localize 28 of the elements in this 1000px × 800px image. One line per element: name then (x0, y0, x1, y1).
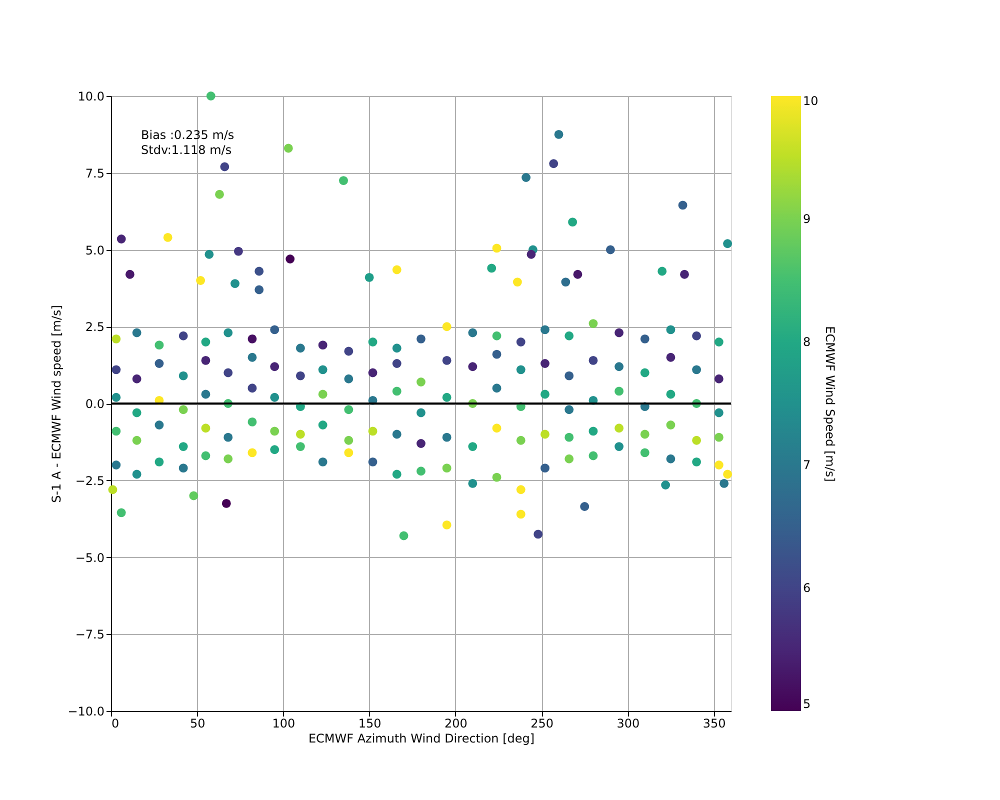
y-tick-label: 10.0 (78, 90, 104, 104)
y-tick-label: −5.0 (75, 550, 104, 565)
x-tick-label: 200 (444, 716, 468, 730)
color-bar-label: 5 (803, 697, 811, 711)
y-tick-label: 7.5 (85, 166, 104, 180)
annotation: Bias :0.235 m/s (141, 128, 234, 142)
color-bar-title: ECMWF Wind Speed [m/s] (823, 326, 837, 482)
color-bar-label: 7 (803, 458, 811, 472)
annotation: Stdv:1.118 m/s (141, 143, 232, 157)
x-tick-label: 50 (190, 716, 206, 730)
x-axis-title: ECMWF Azimuth Wind Direction [deg] (308, 732, 535, 746)
y-tick-label: 0.0 (85, 397, 104, 411)
color-bar-label: 10 (803, 94, 818, 108)
x-tick-label: 350 (702, 716, 726, 730)
y-axis-title: S-1 A - ECMWF Wind speed [m/s] (50, 305, 64, 503)
y-tick-label: −10.0 (68, 704, 104, 718)
color-bar-label: 9 (803, 212, 811, 226)
y-tick-label: −2.5 (75, 474, 104, 488)
color-bar-label: 8 (803, 335, 811, 349)
y-tick-label: 5.0 (85, 243, 104, 258)
x-tick-label: 150 (358, 716, 382, 730)
color-bar-label: 6 (803, 581, 811, 595)
y-tick-label: 2.5 (85, 320, 104, 334)
x-tick-label: 0 (112, 716, 120, 730)
x-tick-label: 250 (530, 716, 554, 730)
x-tick-label: 300 (616, 716, 640, 730)
y-tick-label: −7.5 (75, 628, 104, 642)
x-tick-label: 100 (272, 716, 296, 730)
